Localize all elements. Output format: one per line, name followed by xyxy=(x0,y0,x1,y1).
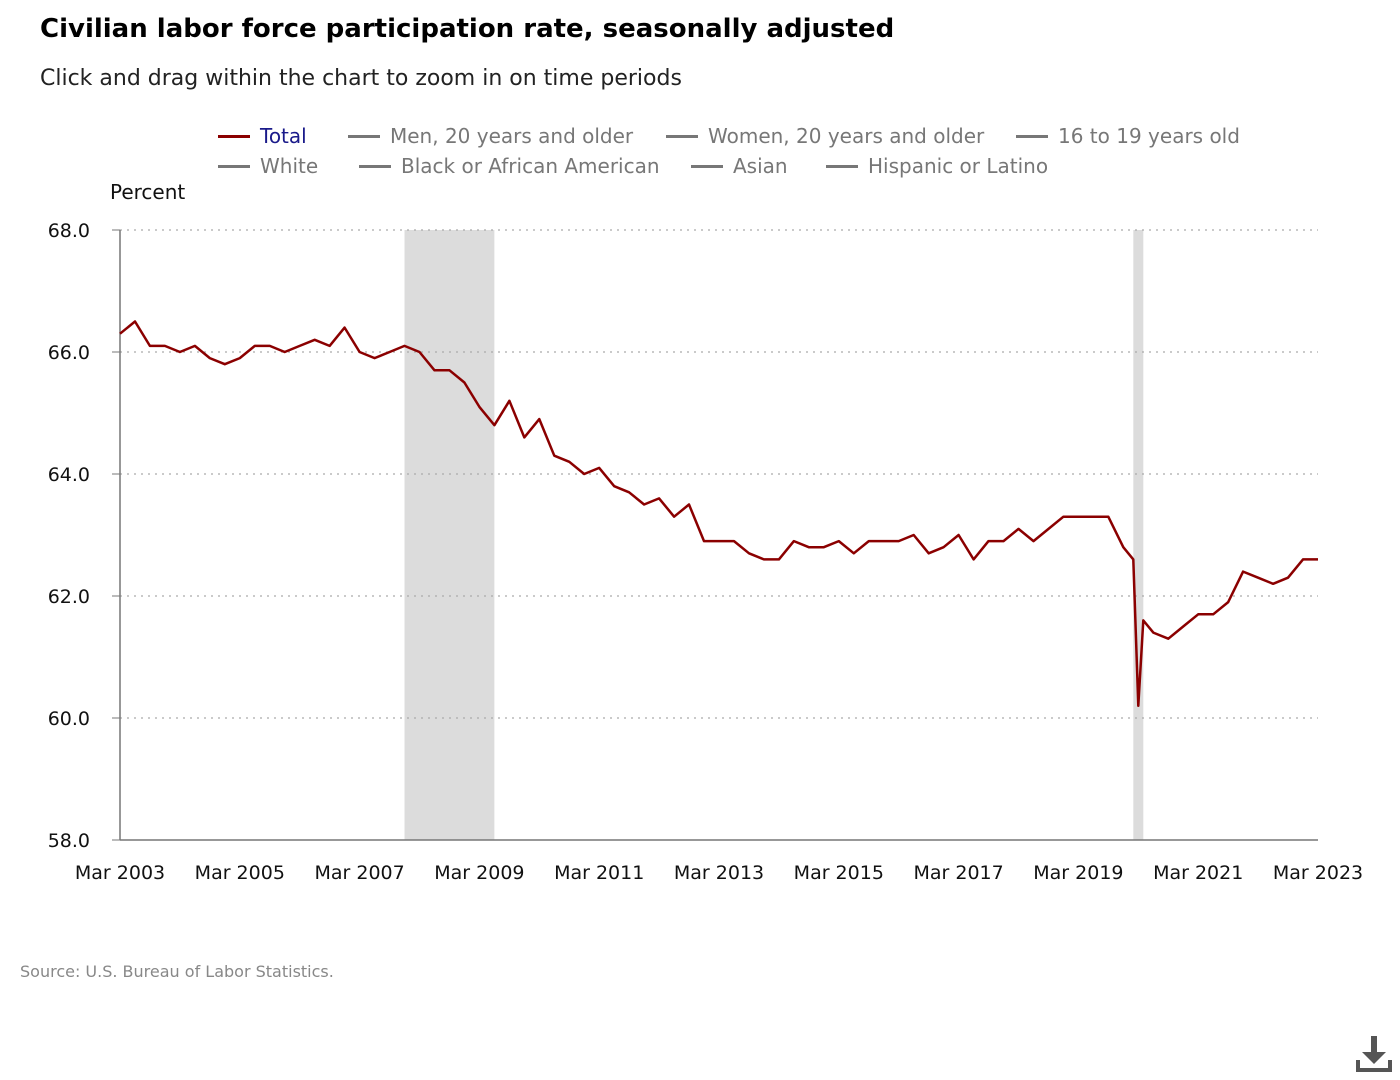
x-tick-label: Mar 2017 xyxy=(913,862,1003,884)
legend-item-black[interactable]: Black or African American xyxy=(359,154,660,178)
x-tick-label: Mar 2009 xyxy=(434,862,524,884)
x-tick-label: Mar 2013 xyxy=(674,862,764,884)
download-button[interactable] xyxy=(1354,1030,1394,1074)
y-tick-label: 64.0 xyxy=(48,464,90,486)
line-chart[interactable]: 58.0 60.0 62.0 64.0 66.0 68.0 Mar 2003 Mar 2005… xyxy=(0,0,1400,920)
x-tick-label: Mar 2023 xyxy=(1273,862,1363,884)
legend-label: Total xyxy=(260,124,307,148)
x-tick-label: Mar 2021 xyxy=(1153,862,1243,884)
legend-item-men-20-older[interactable]: Men, 20 years and older xyxy=(348,124,633,148)
y-axis-label: Percent xyxy=(110,180,186,204)
legend-item-white[interactable]: White xyxy=(218,154,318,178)
legend-swatch xyxy=(691,164,723,168)
legend-swatch xyxy=(359,164,391,168)
y-tick-label: 66.0 xyxy=(48,342,90,364)
legend-swatch xyxy=(666,134,698,138)
recession-band xyxy=(1133,230,1144,840)
y-tick-label: 60.0 xyxy=(48,708,90,730)
legend-label: Hispanic or Latino xyxy=(868,154,1049,178)
legend-label: White xyxy=(260,154,319,178)
y-tick-label: 62.0 xyxy=(48,586,90,608)
x-tick-label: Mar 2003 xyxy=(75,862,165,884)
legend-label: Women, 20 years and older xyxy=(708,124,985,148)
x-tick-label: Mar 2019 xyxy=(1033,862,1123,884)
legend-item-asian[interactable]: Asian xyxy=(691,154,788,178)
chart-title: Civilian labor force participation rate,… xyxy=(40,14,895,44)
legend-label: Asian xyxy=(733,154,788,178)
y-tick-label: 68.0 xyxy=(48,220,90,242)
legend-swatch xyxy=(348,134,380,138)
legend: Total Men, 20 years and older Women, 20 … xyxy=(0,0,1400,200)
x-tick-label: Mar 2005 xyxy=(195,862,285,884)
y-tick-label: 58.0 xyxy=(48,830,90,852)
x-tick-label: Mar 2015 xyxy=(794,862,884,884)
legend-swatch xyxy=(1016,134,1048,138)
legend-label: 16 to 19 years old xyxy=(1058,124,1240,148)
legend-item-total[interactable]: Total xyxy=(218,124,307,148)
legend-item-hispanic[interactable]: Hispanic or Latino xyxy=(826,154,1048,178)
legend-item-women-20-older[interactable]: Women, 20 years and older xyxy=(666,124,984,148)
series-line-total[interactable] xyxy=(119,320,1318,708)
legend-item-16-to-19[interactable]: 16 to 19 years old xyxy=(1016,124,1240,148)
recession-band xyxy=(404,230,495,840)
legend-swatch xyxy=(218,164,250,168)
download-icon xyxy=(1356,1036,1392,1072)
legend-swatch xyxy=(826,164,858,168)
legend-label: Men, 20 years and older xyxy=(390,124,634,148)
source-note: Source: U.S. Bureau of Labor Statistics. xyxy=(20,962,334,981)
legend-swatch xyxy=(218,134,250,138)
chart-subtitle: Click and drag within the chart to zoom … xyxy=(40,66,682,91)
x-tick-label: Mar 2007 xyxy=(314,862,404,884)
x-tick-label: Mar 2011 xyxy=(554,862,644,884)
legend-label: Black or African American xyxy=(401,154,660,178)
